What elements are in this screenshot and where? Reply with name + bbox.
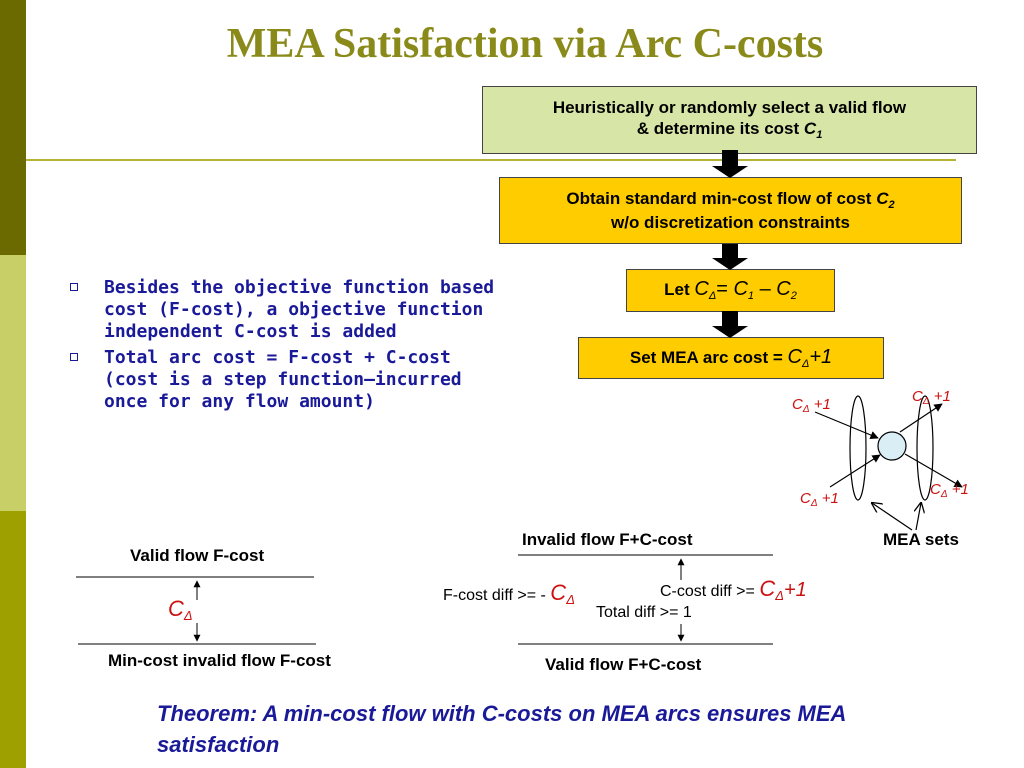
in-arc-2 [829, 454, 881, 488]
flow-step-let-c-delta: Let CΔ= C1 – C2 [626, 269, 835, 312]
arc-label-out-bottom: CΔ +1 [930, 481, 969, 500]
flow-step2-line2: w/o discretization constraints [611, 213, 850, 233]
left-c-delta-label: CΔ [168, 596, 193, 623]
sidebar-mid-segment [0, 511, 26, 768]
theorem-statement: Theorem: A min-cost flow with C-costs on… [157, 701, 846, 757]
flow-step1-line1: Heuristically or randomly select a valid… [552, 98, 907, 117]
in-arc-1 [814, 411, 879, 439]
right-top-label: Invalid flow F+C-cost [522, 530, 693, 549]
bullet-square-icon [70, 353, 78, 361]
total-diff-label: Total diff >= 1 [596, 604, 692, 621]
flow-step-set-mea-arc-cost: Set MEA arc cost = CΔ+1 [578, 337, 884, 379]
mea-sets-pointer-1 [872, 503, 913, 531]
flow-arrow-1 [712, 150, 748, 178]
flow-step-min-cost-flow: Obtain standard min-cost flow of cost C2… [499, 177, 962, 244]
arc-label-out-top: CΔ +1 [912, 388, 951, 407]
bullet-item: Total arc cost = F-cost + C-cost (cost i… [68, 347, 498, 413]
slide-title: MEA Satisfaction via Arc C-costs [226, 21, 824, 67]
flow-arrow-3 [712, 311, 748, 338]
left-bottom-label: Min-cost invalid flow F-cost [108, 651, 331, 670]
title-underline [26, 159, 956, 161]
bullet-list: Besides the objective function based cos… [68, 277, 498, 417]
graph-node [877, 431, 907, 461]
sidebar-dark-segment [0, 0, 26, 255]
arc-label-in-bottom: CΔ +1 [800, 490, 839, 509]
flow-step1-line2: & determine its cost C1 [636, 119, 823, 142]
bullet-square-icon [70, 283, 78, 291]
arc-label-in-top: CΔ +1 [792, 396, 831, 415]
fcost-diff-label: F-cost diff >= - CΔ [443, 580, 575, 607]
mea-set-ellipse-left [849, 395, 867, 501]
mea-sets-pointer-2 [916, 503, 921, 531]
mea-sets-label: MEA sets [883, 530, 959, 549]
out-arc-1 [899, 403, 943, 433]
right-bottom-label: Valid flow F+C-cost [545, 655, 702, 674]
flow-step2-line1: Obtain standard min-cost flow of cost C2 [566, 188, 895, 211]
bullet-item: Besides the objective function based cos… [68, 277, 498, 343]
flow-step-select-valid-flow: Heuristically or randomly select a valid… [482, 86, 977, 154]
sidebar-light-segment [0, 255, 26, 511]
ccost-diff-label: C-cost diff >= CΔ+1 [660, 576, 807, 603]
left-top-label: Valid flow F-cost [130, 546, 265, 565]
flow-arrow-2 [712, 244, 748, 270]
